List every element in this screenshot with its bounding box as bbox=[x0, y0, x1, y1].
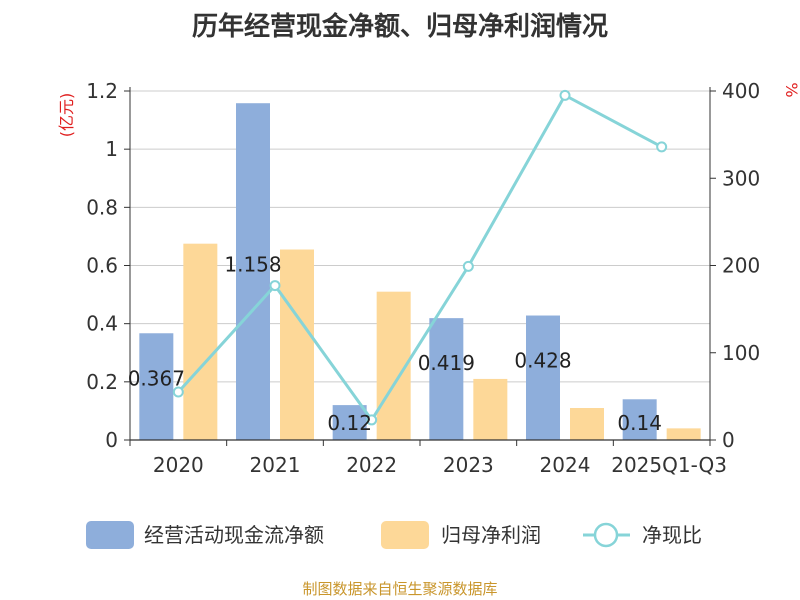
legend-label-cashflow[interactable]: 经营活动现金流净额 bbox=[144, 523, 324, 547]
ratio-point bbox=[366, 414, 378, 426]
x-axis-tick-label: 2023 bbox=[443, 453, 494, 477]
ratio-point bbox=[172, 386, 184, 398]
line-series bbox=[172, 89, 668, 426]
left-axis-tick-label: 0.6 bbox=[86, 254, 118, 278]
right-axis-tick-label: 100 bbox=[722, 341, 760, 365]
ratio-point bbox=[559, 89, 571, 101]
legend: 经营活动现金流净额 归母净利润 净现比 bbox=[86, 521, 702, 549]
bar-cashflow bbox=[526, 315, 560, 440]
legend-marker-ratio[interactable] bbox=[593, 522, 619, 548]
grid-lines bbox=[130, 90, 710, 383]
bar-value-label: 0.12 bbox=[327, 411, 372, 435]
bar-profit bbox=[666, 428, 701, 440]
bar-value-label: 1.158 bbox=[224, 252, 281, 276]
ratio-point bbox=[462, 260, 474, 272]
bar-value-label: 0.14 bbox=[617, 411, 662, 435]
legend-swatch-cashflow[interactable] bbox=[86, 521, 134, 549]
bar-value-label: 0.419 bbox=[418, 351, 475, 375]
bar-value-label: 0.367 bbox=[128, 366, 185, 390]
ratio-point bbox=[269, 280, 281, 292]
bar-cashflow bbox=[622, 399, 657, 440]
left-axis-tick-label: 0.4 bbox=[86, 312, 118, 336]
bars bbox=[139, 103, 701, 440]
bar-profit bbox=[473, 378, 508, 440]
bar-value-label: 0.428 bbox=[514, 349, 571, 373]
left-axis-unit: (亿元) bbox=[57, 93, 76, 138]
right-axis-tick-label: 400 bbox=[722, 79, 760, 103]
legend-label-profit[interactable]: 归母净利润 bbox=[441, 523, 541, 547]
x-axis-tick-label: 2021 bbox=[250, 453, 301, 477]
left-axis-tick-label: 0 bbox=[105, 428, 118, 452]
x-axis-tick-label: 2020 bbox=[153, 453, 204, 477]
bar-cashflow bbox=[332, 405, 367, 440]
legend-label-ratio[interactable]: 净现比 bbox=[642, 523, 702, 547]
x-axis-tick-label: 2024 bbox=[540, 453, 591, 477]
ratio-line bbox=[177, 93, 663, 423]
right-axis-tick-label: 200 bbox=[722, 254, 760, 278]
axes: 0 0.2 0.4 0.6 0.8 1 1.2 0 100 200 300 400 2020 2021 20… bbox=[86, 79, 760, 477]
ratio-point bbox=[656, 141, 668, 153]
bar-profit bbox=[570, 408, 604, 440]
bar-cashflow bbox=[139, 333, 174, 440]
chart-title: 历年经营现金净额、归母净利润情况 bbox=[191, 12, 608, 42]
left-axis-tick-label: 1 bbox=[105, 137, 118, 161]
right-axis-tick-label: 300 bbox=[722, 166, 760, 190]
right-axis-tick-label: 0 bbox=[722, 428, 735, 452]
data-source-note: 制图数据来自恒生聚源数据库 bbox=[302, 580, 498, 598]
bar-cashflow bbox=[236, 103, 270, 440]
right-axis-unit: % bbox=[782, 82, 800, 97]
bar-profit bbox=[183, 243, 218, 440]
left-axis-tick-label: 1.2 bbox=[86, 79, 118, 103]
legend-swatch-profit[interactable] bbox=[381, 521, 429, 549]
left-axis-tick-label: 0.8 bbox=[86, 195, 118, 219]
bar-profit bbox=[280, 249, 314, 440]
data-labels: 0.367 1.158 0.12 0.419 0.428 0.14 bbox=[128, 252, 662, 435]
left-axis-tick-label: 0.2 bbox=[86, 370, 118, 394]
x-axis-tick-label: 2022 bbox=[346, 453, 397, 477]
bar-cashflow bbox=[429, 318, 464, 440]
x-axis-tick-label: 2025Q1-Q3 bbox=[611, 453, 727, 477]
